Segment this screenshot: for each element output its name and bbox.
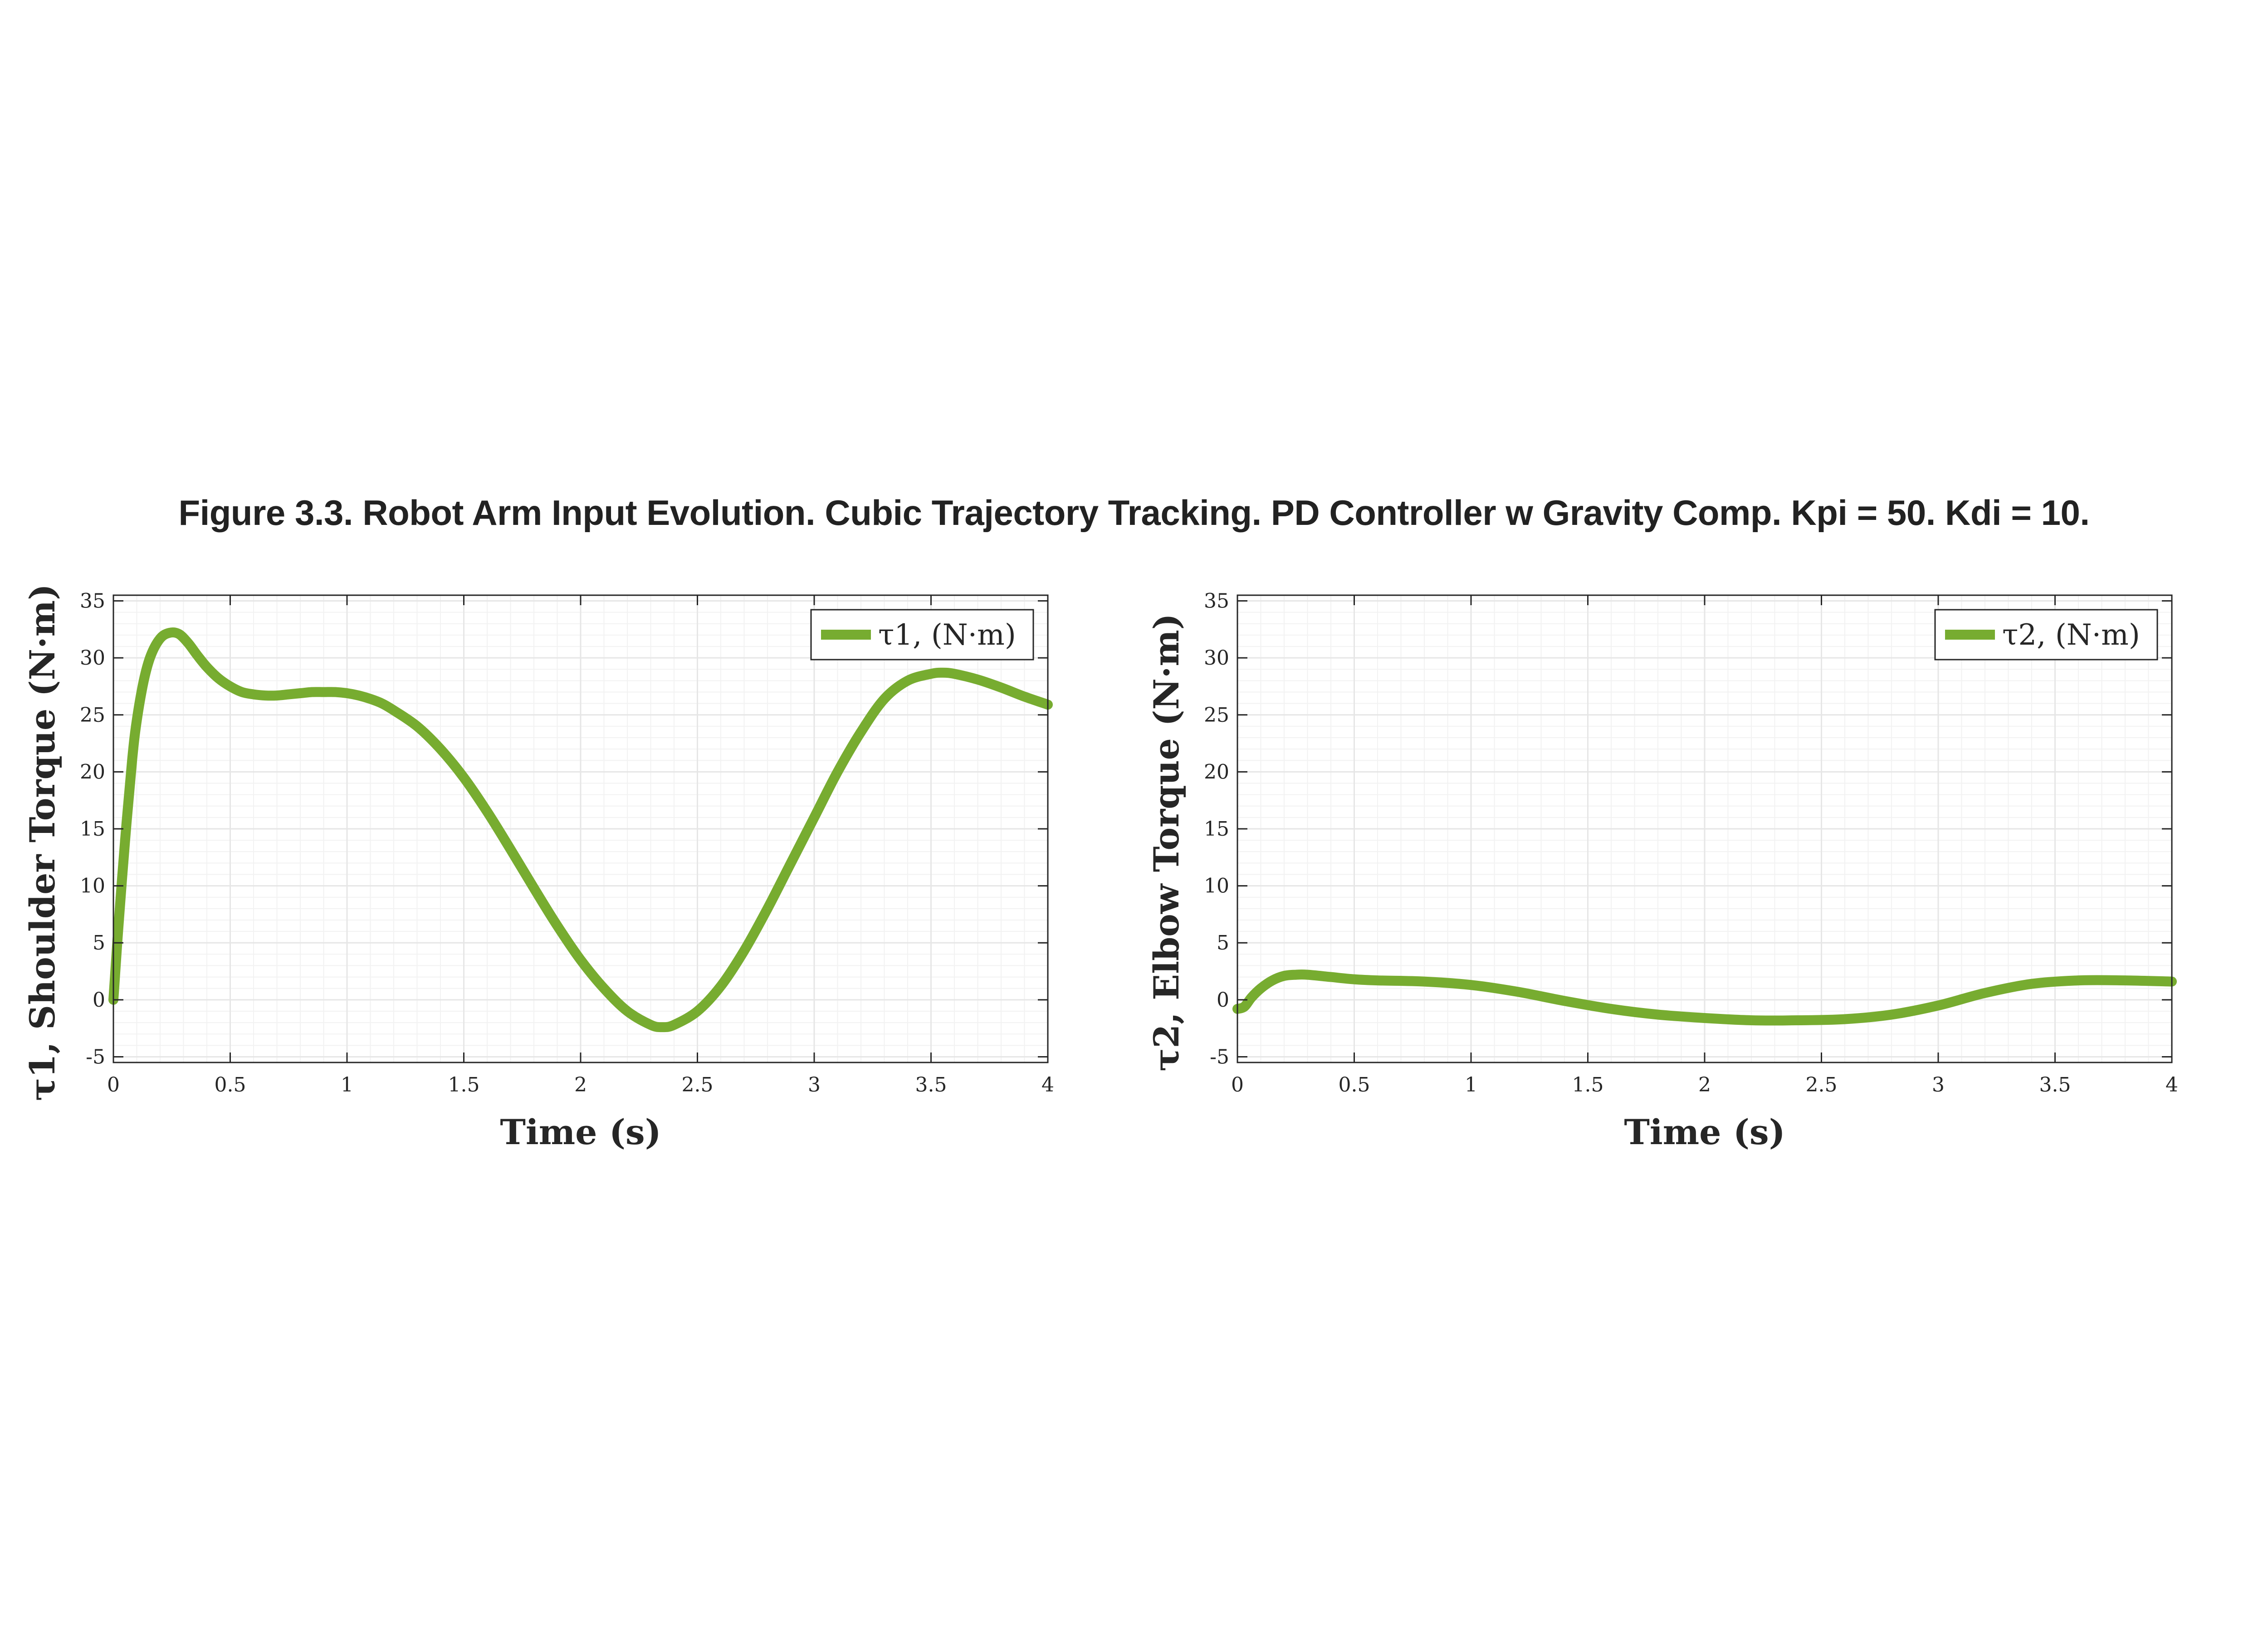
y-axis-label: τ1, Shoulder Torque (N·m) [22,584,63,1101]
x-tick-label: 2.5 [682,1073,714,1097]
x-tick-label: 0 [107,1073,120,1097]
y-tick-label: 15 [80,818,105,841]
y-tick-label: -5 [86,1045,105,1068]
y-tick-label: 5 [93,931,105,955]
y-tick-label: 20 [1204,760,1229,783]
series-line-0 [1232,969,2177,1026]
x-axis-label: Time (s) [500,1112,661,1152]
x-tick-label: 1 [1465,1073,1477,1097]
y-tick-label: 20 [80,760,105,783]
x-tick-label: 0 [1231,1073,1244,1097]
y-tick-label: 30 [1204,646,1229,670]
legend-entry: τ2, (N·m) [2002,618,2140,652]
y-tick-label: 15 [1204,818,1229,841]
x-tick-label: 4 [1041,1073,1054,1097]
y-tick-label: 30 [80,646,105,670]
y-tick-label: 5 [1217,931,1229,955]
y-tick-label: 35 [1204,590,1229,613]
legend: τ1, (N·m) [810,609,1034,661]
x-tick-label: 3 [1932,1073,1945,1097]
x-tick-label: 2.5 [1806,1073,1838,1097]
major-grid [112,595,1049,1062]
x-tick-label: 3 [808,1073,821,1097]
legend: τ2, (N·m) [1934,609,2158,661]
y-tick-label: 25 [1204,704,1229,727]
y-tick-label: 10 [1204,875,1229,898]
y-tick-label: 25 [80,704,105,727]
y-tick-label: 0 [93,989,105,1012]
x-tick-label: 1.5 [448,1073,480,1097]
y-tick-label: 10 [80,875,105,898]
x-tick-label: 4 [2165,1073,2178,1097]
legend-entry: τ1, (N·m) [878,618,1016,652]
x-tick-label: 1.5 [1572,1073,1604,1097]
x-tick-label: 3.5 [915,1073,947,1097]
x-tick-label: 0.5 [1339,1073,1370,1097]
x-tick-label: 2 [574,1073,587,1097]
y-tick-label: -5 [1210,1045,1229,1068]
x-axis-label: Time (s) [1624,1112,1785,1152]
y-tick-label: 0 [1217,989,1229,1012]
series-line-0 [108,627,1053,1033]
x-tick-label: 2 [1698,1073,1711,1097]
x-tick-label: 0.5 [215,1073,246,1097]
y-axis-label: τ2, Elbow Torque (N·m) [1146,613,1187,1072]
figure-title: Figure 3.3. Robot Arm Input Evolution. C… [178,493,2090,533]
x-tick-label: 1 [341,1073,353,1097]
x-tick-label: 3.5 [2039,1073,2071,1097]
y-tick-label: 35 [80,590,105,613]
